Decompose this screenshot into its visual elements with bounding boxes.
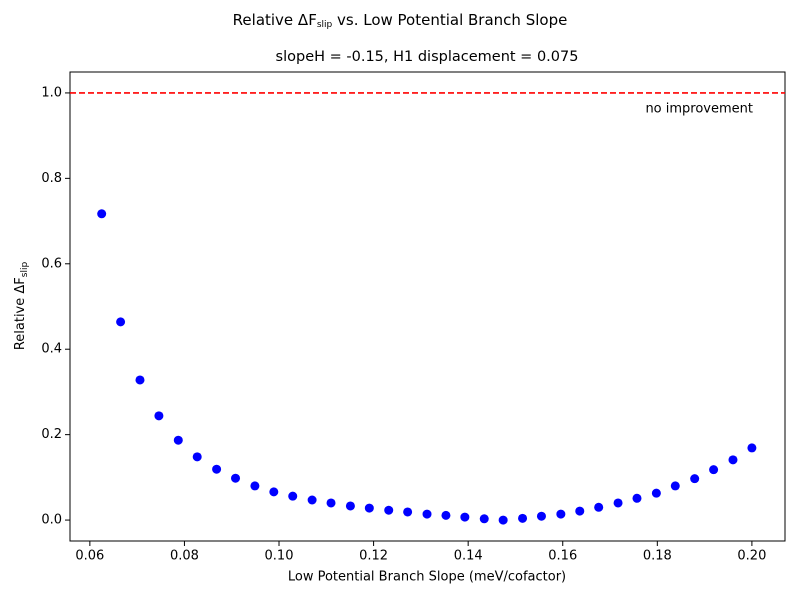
title-sub: slip <box>317 20 333 30</box>
point <box>460 512 470 522</box>
ylabel-sub: slip <box>20 262 30 278</box>
point <box>536 511 546 521</box>
point <box>212 464 222 474</box>
point <box>173 435 183 445</box>
point <box>116 317 126 327</box>
y-axis-label: Relative ΔFslip <box>13 262 30 351</box>
point <box>307 495 317 505</box>
point <box>632 493 642 503</box>
ylabel-main: Relative ΔF <box>13 277 28 350</box>
title-main: Relative ΔF <box>233 11 317 29</box>
chart-title: Relative ΔFslip vs. Low Potential Branch… <box>233 11 568 30</box>
point <box>613 498 623 508</box>
subtitle: slopeH = -0.15, H1 displacement = 0.075 <box>276 49 579 65</box>
point <box>384 505 394 515</box>
x-tick-label: 0.10 <box>265 549 294 564</box>
x-tick-label: 0.12 <box>359 549 388 564</box>
x-tick-label: 0.08 <box>170 549 199 564</box>
y-tick-label: 0.2 <box>41 427 62 442</box>
point <box>192 452 202 462</box>
point <box>651 488 661 498</box>
y-tick-label: 0.0 <box>41 513 62 528</box>
x-tick-label: 0.18 <box>643 549 672 564</box>
point <box>97 209 107 219</box>
point <box>594 502 604 512</box>
x-tick-label: 0.14 <box>454 549 483 564</box>
point <box>345 501 355 511</box>
point <box>575 506 585 516</box>
point <box>556 509 566 519</box>
point <box>690 474 700 484</box>
reference-label: no improvement <box>645 101 753 116</box>
point <box>709 465 719 475</box>
point <box>498 515 508 525</box>
y-tick-label: 0.6 <box>41 256 62 271</box>
point <box>364 503 374 513</box>
point <box>479 514 489 524</box>
point <box>670 481 680 491</box>
point <box>269 487 279 497</box>
plot-frame <box>69 71 786 542</box>
point <box>422 509 432 519</box>
y-tick-label: 0.8 <box>41 171 62 186</box>
x-axis-label: Low Potential Branch Slope (meV/cofactor… <box>288 570 566 585</box>
point <box>135 375 145 385</box>
title-rest: vs. Low Potential Branch Slope <box>332 11 567 29</box>
point <box>231 473 241 483</box>
x-tick-label: 0.16 <box>548 549 577 564</box>
x-tick-label: 0.06 <box>75 549 104 564</box>
point <box>154 411 164 421</box>
point <box>518 513 528 523</box>
point <box>250 481 260 491</box>
x-tick-label: 0.20 <box>737 549 766 564</box>
y-tick-label: 1.0 <box>41 85 62 100</box>
point <box>747 443 757 453</box>
point <box>441 510 451 520</box>
point <box>288 491 298 501</box>
point <box>403 507 413 517</box>
point <box>728 455 738 465</box>
y-tick-label: 0.4 <box>41 342 62 357</box>
point <box>326 498 336 508</box>
